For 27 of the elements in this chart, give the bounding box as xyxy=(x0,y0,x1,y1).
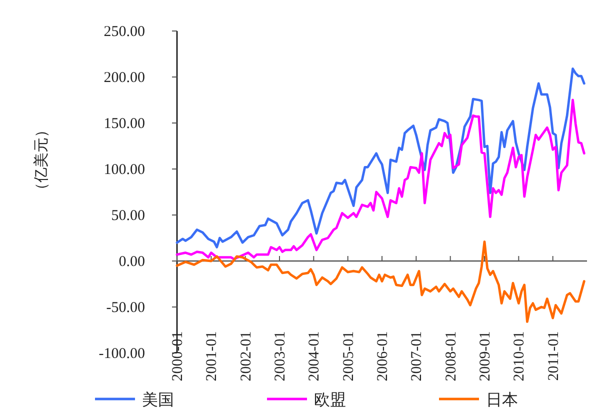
x-tick-label: 2011-01 xyxy=(546,331,562,381)
x-tick-label: 2005-01 xyxy=(340,331,357,382)
y-tick-label: -100.00 xyxy=(98,346,145,362)
y-tick-label: 50.00 xyxy=(111,208,145,224)
y-tick-label: -50.00 xyxy=(106,300,145,316)
x-tick-label: 2003-01 xyxy=(272,331,288,382)
y-tick-label: 250.00 xyxy=(104,24,145,40)
x-tick-label: 2006-01 xyxy=(375,331,391,382)
y-tick-label: 0.00 xyxy=(118,254,145,270)
line-series xyxy=(176,68,586,248)
x-tick-label: 2010-01 xyxy=(512,331,528,382)
y-tick-label: 100.00 xyxy=(104,162,145,178)
legend-label: 欧盟 xyxy=(314,392,346,409)
line-series xyxy=(176,240,586,323)
x-tick-label: 2001-01 xyxy=(204,331,220,382)
y-tick-label: 200.00 xyxy=(104,70,145,86)
legend-label: 日本 xyxy=(486,391,518,409)
line-series xyxy=(176,98,586,260)
y-tick-label: 150.00 xyxy=(104,116,145,132)
x-tick-label: 2002-01 xyxy=(238,331,254,382)
x-tick-label: 2004-01 xyxy=(306,331,323,382)
legend-label: 美国 xyxy=(142,391,174,409)
y-axis-title: （亿美元） xyxy=(33,122,50,198)
x-tick-label: 2000-01 xyxy=(170,331,186,382)
x-tick-label: 2008-01 xyxy=(443,331,460,382)
x-tick-label: 2007-01 xyxy=(409,331,426,382)
x-tick-label: 2009-01 xyxy=(478,331,494,382)
